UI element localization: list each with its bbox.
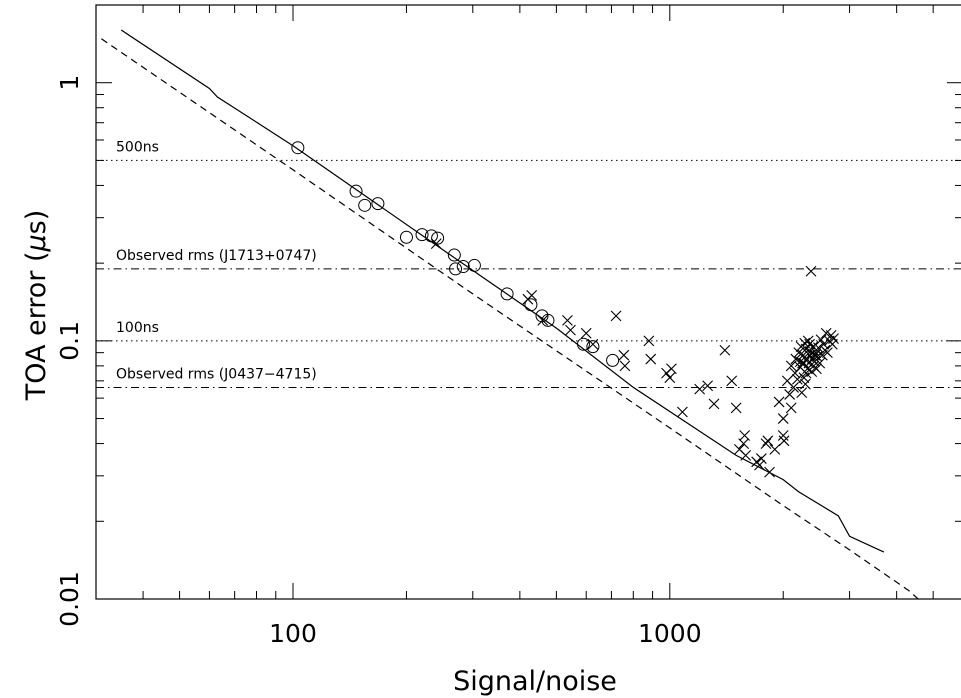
cross-marker: [802, 335, 814, 347]
cross-marker: [825, 329, 837, 341]
circle-marker: [500, 287, 514, 301]
cross-marker: [740, 450, 752, 461]
cross-marker: [764, 466, 775, 478]
circle-marker: [349, 184, 363, 198]
model-curves: [101, 29, 920, 601]
cross-marker: [760, 438, 772, 449]
cross-marker: [702, 380, 714, 392]
circle-marker: [431, 231, 445, 245]
circle-marker: [358, 198, 372, 212]
cross-marker: [526, 290, 538, 301]
cross-marker: [618, 349, 630, 361]
circle-marker: [399, 230, 413, 244]
cross-marker: [762, 435, 774, 447]
cross-marker: [777, 430, 789, 441]
dashed-curve: [101, 38, 920, 601]
x-axis-label: Signal/noise: [453, 666, 617, 697]
cross-marker: [708, 398, 720, 410]
cross-marker: [565, 324, 576, 336]
cross-marker: [430, 238, 442, 250]
reference-line-label: 100ns: [116, 320, 159, 336]
cross-marker: [730, 402, 742, 414]
cross-marker: [813, 342, 824, 354]
data-points: [291, 141, 839, 478]
cross-marker: [788, 382, 799, 393]
cross-marker: [828, 333, 839, 345]
circle-marker: [371, 197, 385, 211]
y-tick-label: 1: [55, 75, 84, 91]
cross-marker: [769, 443, 781, 455]
y-axis-label-mu: μ: [21, 234, 52, 252]
cross-marker: [785, 402, 797, 414]
cross-marker: [773, 396, 785, 408]
cross-marker: [754, 459, 765, 471]
cross-marker: [796, 387, 808, 399]
circle-marker: [449, 262, 463, 276]
cross-marker: [562, 315, 573, 326]
axis-ticks: [95, 4, 961, 600]
y-axis-label-unit: s): [21, 210, 52, 235]
cross-marker: [778, 435, 790, 447]
reference-lines: 500ns Observed rms (J1713+0747) 100ns Obser…: [96, 139, 961, 388]
cross-marker: [664, 372, 676, 384]
circle-marker: [291, 141, 305, 155]
plot-frame: [95, 4, 961, 600]
cross-marker: [610, 310, 622, 322]
cross-marker: [537, 315, 549, 326]
cross-marker: [694, 383, 706, 395]
cross-marker: [619, 360, 631, 372]
circle-marker: [415, 228, 429, 242]
cross-marker: [791, 373, 803, 385]
y-tick-label: 0.1: [55, 321, 84, 361]
cross-marker: [798, 357, 810, 369]
cross-marker: [580, 327, 592, 339]
circle-marker: [447, 248, 461, 262]
cross-marker: [677, 406, 688, 418]
cross-marker: [777, 413, 789, 424]
circle-marker: [456, 260, 470, 274]
x-tick-label: 100: [269, 619, 317, 648]
cross-marker: [785, 360, 797, 372]
cross-marker: [805, 265, 817, 277]
cross-marker: [804, 338, 816, 350]
x-tick-label: 1000: [638, 619, 702, 648]
cross-marker: [719, 344, 731, 356]
cross-marker: [645, 353, 657, 365]
y-axis-label-main: TOA error (: [21, 251, 52, 401]
cross-marker: [726, 375, 738, 387]
cross-marker: [784, 389, 796, 400]
circle-marker: [576, 337, 590, 351]
cross-marker: [755, 453, 767, 464]
cross-marker: [643, 335, 655, 347]
cross-marker: [808, 360, 820, 372]
cross-marker: [809, 349, 821, 361]
y-tick-label: 0.01: [55, 571, 84, 627]
circle-marker: [524, 298, 538, 312]
y-axis-label: TOA error (μs): [21, 210, 52, 402]
cross-marker: [739, 430, 751, 441]
cross-marker: [814, 357, 826, 369]
cross-marker: [794, 356, 806, 368]
cross-marker: [822, 347, 833, 359]
reference-line-label: Observed rms (J0437−4715): [116, 366, 317, 382]
circle-marker: [586, 340, 600, 354]
circle-marker: [467, 258, 481, 272]
cross-marker: [587, 338, 599, 350]
reference-line-label: Observed rms (J1713+0747): [116, 248, 317, 264]
solid-curve: [120, 29, 885, 553]
cross-marker: [799, 378, 811, 390]
circle-marker: [424, 229, 438, 243]
reference-line-label: 500ns: [116, 139, 159, 155]
cross-marker: [666, 363, 677, 375]
circle-marker: [606, 353, 620, 367]
tick-labels: 100 1000 1 0.1 0.01: [55, 75, 702, 648]
